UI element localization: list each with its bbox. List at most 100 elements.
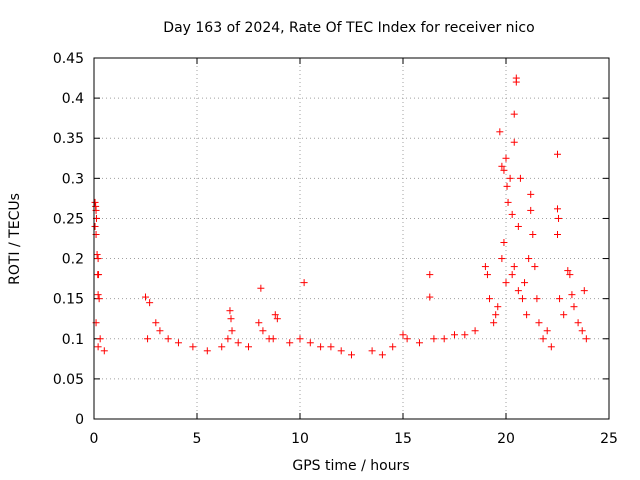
data-point <box>94 343 102 351</box>
data-point <box>498 255 506 263</box>
y-tick-label: 0.3 <box>62 171 84 187</box>
data-point <box>156 327 164 335</box>
data-point <box>226 307 234 315</box>
data-point <box>481 263 489 271</box>
data-point <box>554 205 561 213</box>
data-point <box>498 162 506 170</box>
data-point <box>91 198 99 206</box>
data-point <box>91 222 99 230</box>
data-point <box>500 166 508 174</box>
x-tick-label: 5 <box>193 431 202 447</box>
data-point <box>580 287 588 295</box>
data-point <box>514 287 522 295</box>
data-point <box>535 319 543 327</box>
data-point <box>483 271 491 279</box>
data-point <box>189 343 197 351</box>
data-point <box>146 299 154 307</box>
x-axis-label: GPS time / hours <box>292 458 409 474</box>
data-point <box>95 295 103 303</box>
data-point <box>94 255 102 263</box>
data-point <box>508 210 516 218</box>
data-point <box>543 327 551 335</box>
data-point <box>516 174 524 182</box>
grid-lines <box>94 58 609 419</box>
data-point <box>503 182 511 190</box>
data-point <box>510 110 518 118</box>
data-point <box>269 335 277 343</box>
data-point <box>300 279 308 287</box>
data-point <box>142 293 149 301</box>
data-point <box>512 74 520 82</box>
y-tick-label: 0.05 <box>53 372 84 388</box>
data-point <box>547 343 555 351</box>
data-point <box>502 154 510 162</box>
data-points <box>91 74 590 359</box>
data-point <box>440 335 448 343</box>
y-tick-label: 0.1 <box>62 332 84 348</box>
data-point <box>337 347 345 355</box>
data-point <box>529 230 537 238</box>
data-point <box>317 343 325 351</box>
data-point <box>510 138 518 146</box>
data-point <box>224 335 232 343</box>
y-tick-label: 0.45 <box>53 51 84 67</box>
data-point <box>578 327 586 335</box>
data-point <box>403 335 411 343</box>
data-point <box>554 230 561 238</box>
data-point <box>174 339 182 347</box>
data-point <box>564 267 572 275</box>
plot-frame <box>93 57 610 420</box>
data-point <box>100 347 108 355</box>
data-point <box>554 150 561 158</box>
axis-ticks: 0 0.05 0.1 0.15 0.2 0.25 0.3 0.35 0.4 0.45 0 5 10 15 2… <box>53 51 618 447</box>
data-point <box>203 347 211 355</box>
data-point <box>415 339 423 347</box>
data-point <box>96 335 104 343</box>
data-point <box>555 214 563 222</box>
data-point <box>506 174 514 182</box>
data-point <box>451 331 458 339</box>
data-point <box>273 315 281 323</box>
x-tick-label: 0 <box>90 431 99 447</box>
data-point <box>95 271 103 279</box>
x-tick-label: 15 <box>394 431 412 447</box>
data-point <box>389 343 397 351</box>
data-point <box>560 311 568 319</box>
data-point <box>514 222 522 230</box>
data-point <box>286 339 294 347</box>
data-point <box>399 331 407 339</box>
data-point <box>521 279 529 287</box>
data-point <box>527 190 535 198</box>
data-point <box>502 279 510 287</box>
data-point <box>306 339 314 347</box>
chart-title: Day 163 of 2024, Rate Of TEC Index for r… <box>163 20 534 36</box>
data-point <box>504 198 512 206</box>
data-point <box>94 291 102 299</box>
y-tick-label: 0.2 <box>62 252 84 268</box>
y-axis-label: ROTI / TECUs <box>7 193 23 285</box>
data-point <box>152 319 160 327</box>
data-point <box>228 327 236 335</box>
data-point <box>523 311 531 319</box>
data-point <box>533 295 541 303</box>
data-point <box>510 263 518 271</box>
data-point <box>494 303 502 311</box>
data-point <box>486 295 494 303</box>
data-point <box>259 327 267 335</box>
y-tick-label: 0.4 <box>62 91 84 107</box>
data-point <box>430 335 438 343</box>
data-point <box>525 255 533 263</box>
data-point <box>500 239 508 247</box>
data-point <box>426 271 434 279</box>
data-point <box>492 311 500 319</box>
data-point <box>508 271 516 279</box>
y-tick-label: 0.15 <box>53 292 84 308</box>
data-point <box>234 339 242 347</box>
y-tick-label: 0.25 <box>53 211 84 227</box>
data-point <box>327 343 335 351</box>
data-point <box>518 295 526 303</box>
data-point <box>348 351 355 359</box>
data-point <box>245 343 252 351</box>
data-point <box>566 271 574 279</box>
